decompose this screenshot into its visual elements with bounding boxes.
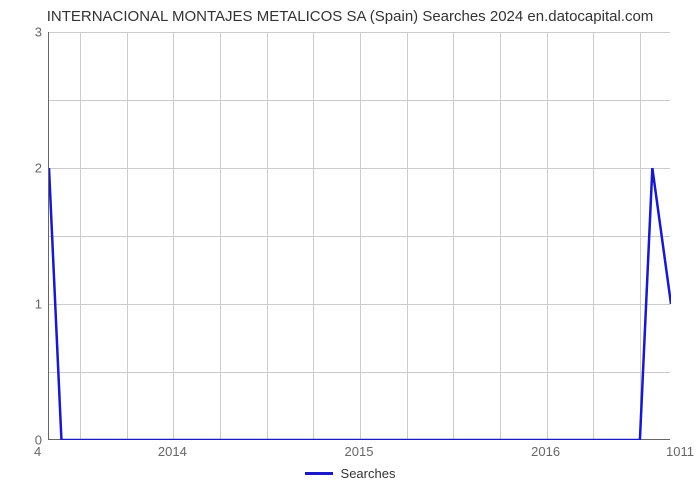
x-tick-label: 2016 <box>531 444 560 459</box>
y-tick-label: 2 <box>35 161 42 176</box>
x-corner-right: 1011 <box>666 444 694 459</box>
legend-swatch <box>305 472 333 475</box>
y-tick-label: 1 <box>35 297 42 312</box>
y-tick-label: 3 <box>35 25 42 40</box>
legend-label: Searches <box>341 466 396 481</box>
x-tick-label: 2014 <box>158 444 187 459</box>
chart-container: INTERNACIONAL MONTAJES METALICOS SA (Spa… <box>0 0 700 500</box>
x-tick-label: 2015 <box>345 444 374 459</box>
plot-area <box>48 32 670 440</box>
x-corner-left: 4 <box>34 444 41 459</box>
data-line <box>49 32 671 440</box>
chart-title: INTERNACIONAL MONTAJES METALICOS SA (Spa… <box>0 8 700 25</box>
legend: Searches <box>0 466 700 481</box>
